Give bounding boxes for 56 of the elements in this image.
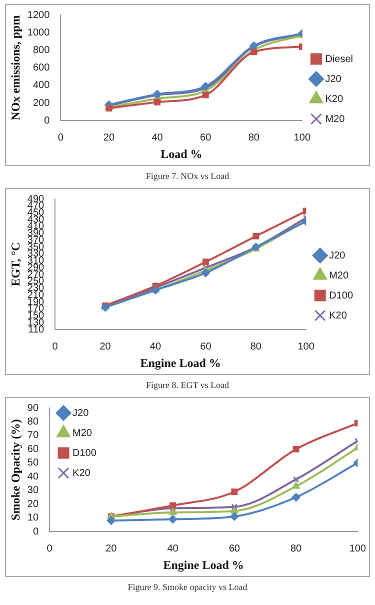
x-tick-label: 100 (294, 132, 311, 144)
y-tick-label: 30 (27, 485, 39, 496)
x-tick-label: 100 (298, 341, 315, 352)
legend-label: J20 (72, 408, 90, 419)
legend-label: Diesel (325, 54, 354, 65)
y-tick-label: 110 (28, 324, 45, 336)
x-tick-label: 40 (152, 132, 164, 144)
x-tick-label: 60 (200, 341, 212, 352)
x-tick-label: 20 (106, 543, 118, 554)
x-axis-title: Load % (160, 146, 202, 161)
y-tick-label: 80 (27, 416, 39, 428)
caption: Figure 7. NOx vs Load (144, 170, 230, 183)
x-tick-label: 20 (100, 341, 112, 352)
y-tick-label: 800 (32, 44, 50, 56)
x-axis-title: Engine Load % (140, 356, 221, 370)
y-tick-label: 40 (27, 471, 39, 482)
y-axis-title: EGT, °C (8, 242, 22, 286)
y-tick-label: 0 (32, 526, 39, 538)
caption: Figure 8. EGT vs Load (144, 379, 230, 392)
y-tick-label: 50 (27, 458, 39, 469)
x-tick-label: 40 (150, 341, 162, 352)
y-tick-label: 1200 (27, 10, 50, 21)
y-tick-label: 90 (27, 402, 39, 414)
x-tick-label: 0 (58, 132, 64, 144)
legend-label: D100 (329, 290, 354, 302)
y-tick-label: 400 (32, 80, 50, 92)
y-tick-label: 1000 (27, 27, 50, 38)
x-tick-label: 80 (248, 132, 260, 144)
y-tick-label: 20 (27, 498, 39, 510)
x-tick-label: 80 (290, 543, 302, 554)
legend-label: M20 (72, 428, 92, 439)
y-tick-label: 10 (27, 512, 39, 524)
x-tick-label: 80 (250, 341, 262, 352)
legend-label: K20 (325, 94, 344, 105)
x-tick-label: 20 (103, 132, 115, 144)
legend-label: J20 (325, 74, 342, 85)
legend-label: K20 (72, 468, 91, 479)
y-tick-label: 70 (27, 430, 39, 442)
x-tick-label: 60 (200, 132, 212, 144)
x-tick-label: 40 (167, 543, 179, 554)
y-tick-label: 600 (32, 62, 50, 74)
x-axis-title: Engine Load % (163, 558, 244, 572)
x-tick-label: 100 (349, 543, 366, 554)
y-tick-label: 200 (32, 98, 50, 109)
legend-label: M20 (329, 270, 349, 282)
x-tick-label: 60 (228, 543, 240, 554)
legend-label: J20 (329, 250, 346, 262)
legend-label: D100 (72, 448, 97, 459)
legend-label: K20 (329, 310, 348, 322)
x-tick-label: 0 (52, 341, 58, 352)
y-axis-title: Smoke Opacity (%) (8, 419, 22, 520)
caption: Figure 9. Smoke opacity vs Load (126, 581, 248, 594)
y-axis-title: NOx emissions, ppm (8, 15, 22, 120)
y-tick-label: 0 (44, 115, 50, 126)
legend-label: M20 (325, 114, 346, 125)
y-tick-label: 60 (27, 444, 39, 455)
